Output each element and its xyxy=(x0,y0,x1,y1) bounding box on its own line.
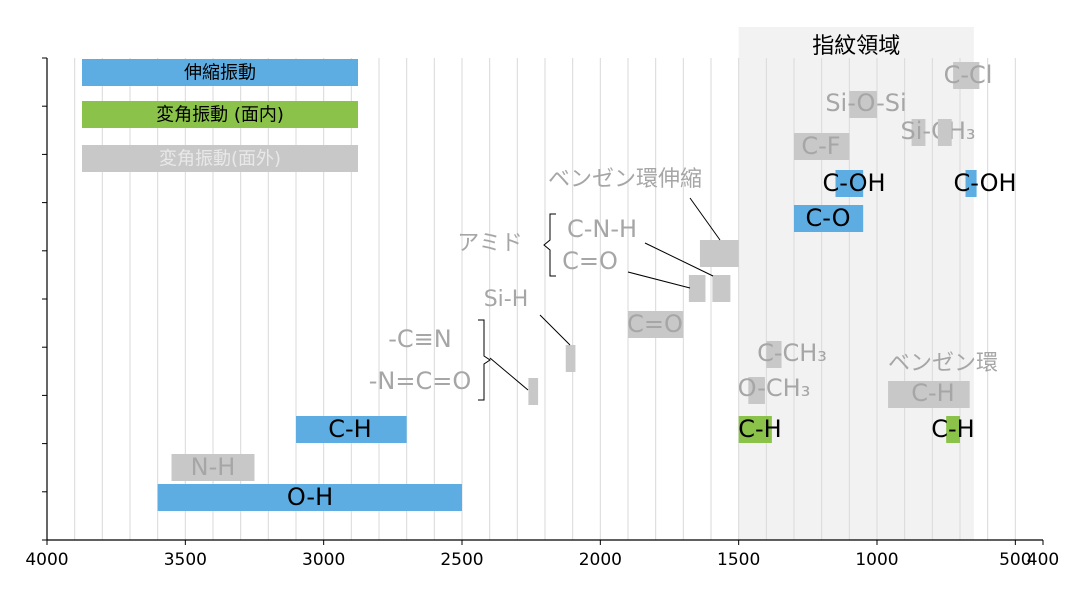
bar xyxy=(965,170,977,197)
connector xyxy=(539,314,571,346)
legend-swatch xyxy=(82,101,358,128)
connector xyxy=(689,197,721,241)
bar-label: C-CH₃ xyxy=(757,339,827,367)
legend-label: 変角振動(面外) xyxy=(159,149,281,170)
bar xyxy=(296,416,407,443)
bar xyxy=(699,240,739,267)
bar-label: C-H xyxy=(738,415,781,443)
bar-label: O-CH₃ xyxy=(738,374,811,402)
annotation: C=O xyxy=(562,247,618,275)
bar-label: C-F xyxy=(801,132,840,160)
bar xyxy=(794,205,864,232)
x-tick-label: 500 xyxy=(999,550,1031,570)
bar-label: C-O xyxy=(806,204,851,232)
bar xyxy=(738,416,772,443)
bar xyxy=(712,275,731,302)
bar xyxy=(794,133,850,160)
connector xyxy=(627,271,691,289)
bar xyxy=(888,381,970,408)
bar xyxy=(911,119,926,146)
x-tick-label: 2500 xyxy=(440,550,483,570)
bar xyxy=(628,311,684,338)
x-tick-label: 2000 xyxy=(579,550,622,570)
bar-label: N-H xyxy=(191,453,236,481)
bar xyxy=(528,378,539,405)
bar xyxy=(748,377,765,404)
bar xyxy=(953,62,980,89)
bar-label: C-OH xyxy=(953,169,1016,197)
legend-swatch xyxy=(82,59,358,86)
bar-label: C=O xyxy=(627,310,683,338)
bar-label: O-H xyxy=(287,483,333,511)
bracket xyxy=(478,319,491,401)
bar-label: C-Cl xyxy=(944,61,993,89)
annotation: -N=C=O xyxy=(369,367,471,395)
annotation: ベンゼン環 xyxy=(888,351,998,376)
annotation: Si-H xyxy=(484,287,529,312)
connector xyxy=(644,242,714,277)
legend-label: 変角振動 (面内) xyxy=(156,105,284,126)
legend-label: 伸縮振動 xyxy=(184,63,256,84)
annotation: ベンゼン環伸縮 xyxy=(548,167,702,192)
bar xyxy=(157,484,462,511)
x-tick-label: 3500 xyxy=(164,550,207,570)
bar xyxy=(849,91,877,118)
bar xyxy=(937,119,952,146)
bar-label: Si-O-Si xyxy=(825,89,906,117)
bar xyxy=(766,341,782,368)
x-tick-label: 1500 xyxy=(717,550,760,570)
annotation: アミド xyxy=(457,231,523,256)
x-tick-label: 1000 xyxy=(855,550,898,570)
x-tick-label: 3000 xyxy=(302,550,345,570)
bar-label: C-H xyxy=(328,415,371,443)
bar-label: C-OH xyxy=(822,169,885,197)
annotation: C-N-H xyxy=(567,215,637,243)
bar xyxy=(835,170,864,197)
legend-swatch xyxy=(82,145,358,172)
bar xyxy=(688,275,706,302)
bracket xyxy=(543,213,556,277)
connector xyxy=(489,357,529,391)
region-label: 指紋領域 xyxy=(812,34,900,59)
bar-label: C-H xyxy=(931,415,974,443)
bar xyxy=(946,416,960,443)
annotation: -C≡N xyxy=(388,325,451,353)
bar-label: C-H xyxy=(911,379,954,407)
bar xyxy=(171,454,255,481)
x-tick-label: 4000 xyxy=(25,550,68,570)
x-tick-label: 400 xyxy=(1027,550,1059,570)
bar xyxy=(565,345,576,372)
